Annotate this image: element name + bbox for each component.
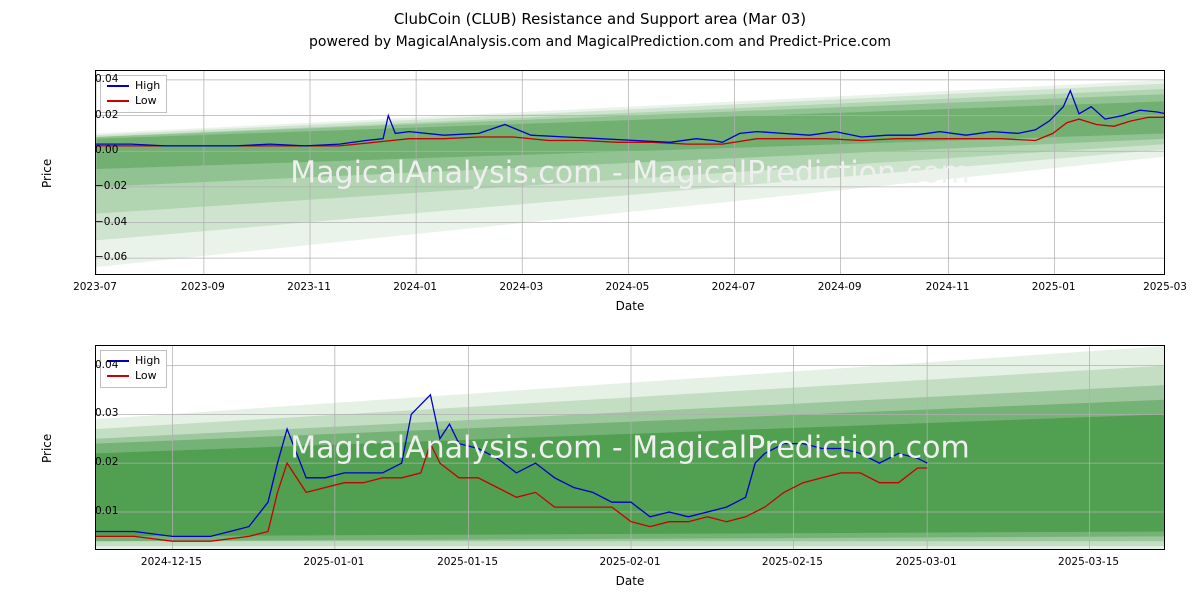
legend-item: Low: [107, 369, 160, 384]
x-tick-label: 2025-02-01: [599, 550, 660, 568]
chart-panel-bottom: MagicalAnalysis.com - MagicalPrediction.…: [0, 0, 1200, 600]
y-axis-label: Price: [40, 433, 54, 462]
axes-bottom: MagicalAnalysis.com - MagicalPrediction.…: [95, 345, 1165, 550]
legend-swatch-icon: [107, 375, 129, 377]
y-tick-label: 0.04: [95, 359, 101, 371]
x-tick-label: 2025-02-15: [762, 550, 823, 568]
x-tick-label: 2024-12-15: [141, 550, 202, 568]
x-tick-label: 2025-03-01: [896, 550, 957, 568]
legend-label: High: [135, 354, 160, 369]
x-tick-label: 2025-01-15: [437, 550, 498, 568]
y-tick-label: 0.03: [95, 407, 101, 419]
legend-label: Low: [135, 369, 157, 384]
figure: ClubCoin (CLUB) Resistance and Support a…: [0, 0, 1200, 600]
y-tick-label: 0.01: [95, 505, 101, 517]
chart-svg-bottom: [96, 346, 1165, 550]
x-tick-label: 2025-03-15: [1058, 550, 1119, 568]
x-tick-label: 2025-01-01: [303, 550, 364, 568]
y-tick-label: 0.02: [95, 456, 101, 468]
x-axis-label: Date: [95, 574, 1165, 588]
